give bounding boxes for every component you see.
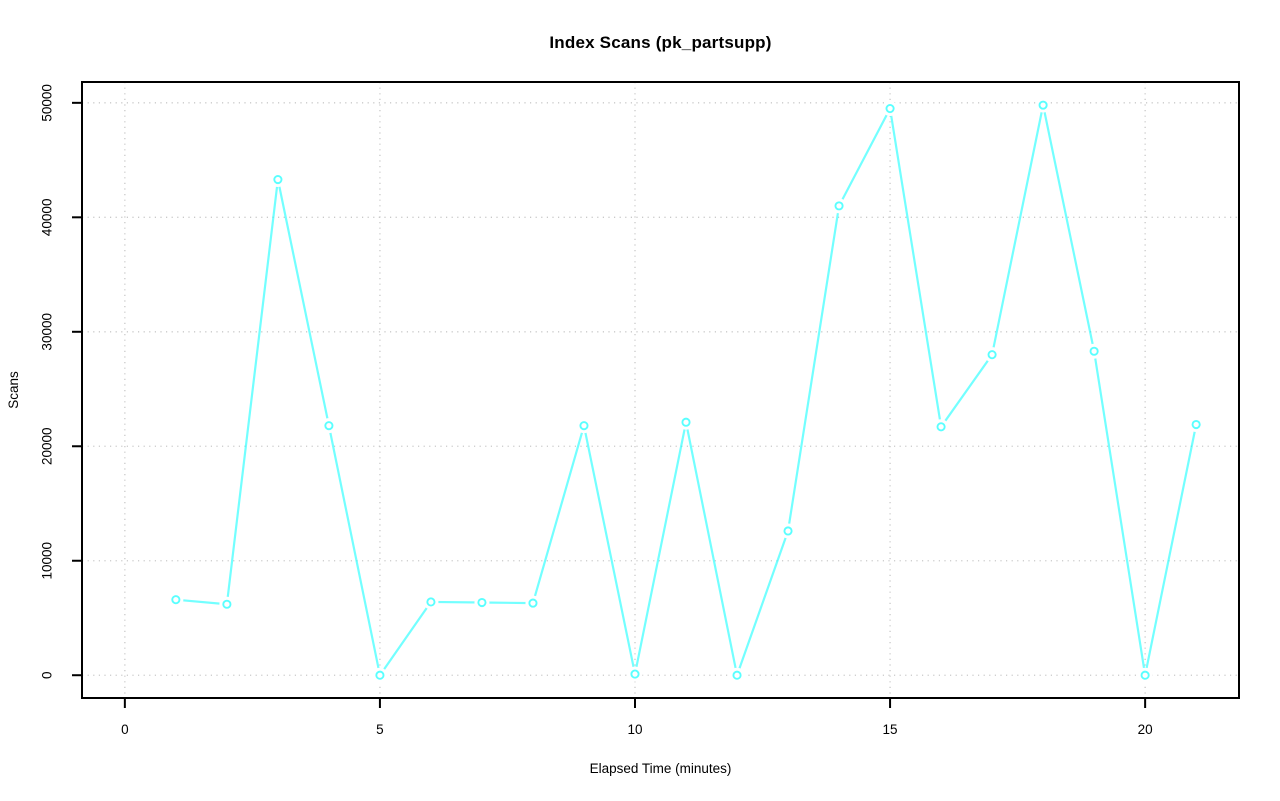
- x-tick-label: 0: [121, 722, 129, 737]
- marker-gap-mask: [729, 667, 745, 683]
- data-point-marker: [1038, 100, 1048, 110]
- marker-gap-mask: [1035, 97, 1051, 113]
- x-tick-label: 15: [883, 722, 898, 737]
- data-point-marker: [987, 350, 997, 360]
- y-tick-label: 10000: [40, 542, 55, 580]
- marker-gap-mask: [984, 347, 1000, 363]
- marker-gap-mask: [576, 418, 592, 434]
- chart-title: Index Scans (pk_partsupp): [549, 33, 772, 52]
- y-tick-label: 20000: [40, 427, 55, 465]
- marker-gap-mask: [321, 418, 337, 434]
- data-point-marker: [528, 598, 538, 608]
- data-point-marker: [477, 597, 487, 608]
- data-point-marker: [273, 174, 283, 185]
- data-point-marker: [1089, 346, 1099, 356]
- marker-gap-mask: [423, 594, 439, 610]
- data-point-marker: [426, 597, 436, 607]
- x-tick-label: 10: [627, 722, 642, 737]
- data-point-marker: [885, 104, 895, 114]
- data-point-marker: [171, 595, 181, 605]
- data-point-marker: [936, 422, 946, 432]
- y-tick-label: 0: [40, 671, 55, 679]
- marker-gap-mask: [270, 172, 286, 188]
- marker-gap-mask: [372, 667, 388, 683]
- marker-gap-mask: [1086, 343, 1102, 359]
- data-point-marker: [834, 201, 844, 211]
- data-point-marker: [1191, 419, 1201, 430]
- series-line: [174, 104, 1198, 677]
- marker-gap-mask: [780, 523, 796, 539]
- data-point-marker: [681, 417, 691, 427]
- data-point-marker: [579, 421, 589, 431]
- marker-gap-mask: [1188, 417, 1204, 433]
- y-tick-label: 30000: [40, 313, 55, 351]
- data-point-marker: [1140, 670, 1150, 680]
- data-point-marker: [324, 421, 334, 431]
- marker-gap-mask: [831, 198, 847, 214]
- marker-gap-mask: [627, 666, 643, 682]
- y-tick-label: 40000: [40, 199, 55, 237]
- marker-gap-mask: [168, 592, 184, 608]
- marker-gap-mask: [882, 101, 898, 117]
- data-point-marker: [222, 599, 232, 609]
- data-point-marker: [630, 669, 640, 679]
- data-point-marker: [375, 670, 385, 680]
- data-point-marker: [783, 526, 793, 536]
- data-point-marker: [732, 670, 742, 680]
- marker-gap-mask: [525, 595, 541, 611]
- x-tick-label: 20: [1138, 722, 1153, 737]
- marker-gap-mask: [219, 596, 235, 612]
- marker-gap-mask: [474, 595, 490, 611]
- plot-border: [81, 81, 1240, 699]
- x-tick-label: 5: [376, 722, 384, 737]
- marker-gap-mask: [678, 414, 694, 430]
- marker-gap-mask: [933, 419, 949, 435]
- y-tick-label: 50000: [40, 84, 55, 122]
- x-axis-label: Elapsed Time (minutes): [589, 761, 732, 776]
- marker-gap-mask: [1137, 667, 1153, 683]
